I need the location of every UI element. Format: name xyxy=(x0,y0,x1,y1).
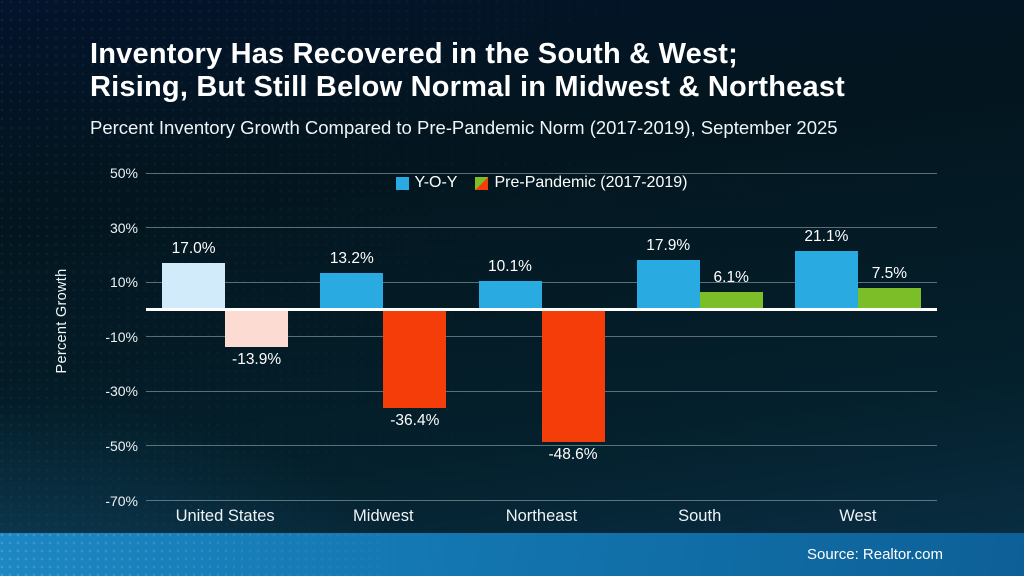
legend-item-prepandemic: Pre-Pandemic (2017-2019) xyxy=(475,174,687,192)
y-tick-label: 10% xyxy=(109,274,138,291)
legend-item-yoy: Y-O-Y xyxy=(395,174,458,192)
bar-yoy-northeast xyxy=(478,281,542,309)
legend-swatch-yoy-icon xyxy=(395,176,409,190)
x-axis-label-northeast: Northeast xyxy=(505,507,578,525)
gridline-50 xyxy=(146,172,937,174)
chart-subtitle: Percent Inventory Growth Compared to Pre… xyxy=(90,117,838,138)
footer-dot-texture xyxy=(0,533,1024,576)
y-tick-label: 30% xyxy=(109,219,138,236)
bar-prepandemic-south xyxy=(699,292,763,309)
bar-yoy-united-states xyxy=(162,262,226,309)
gridline-10 xyxy=(146,281,937,283)
bar-value-label: -36.4% xyxy=(390,412,440,430)
legend-swatch-prepandemic-icon xyxy=(475,176,489,190)
bar-prepandemic-midwest xyxy=(383,308,447,409)
x-axis-label-south: South xyxy=(678,507,722,525)
bar-yoy-south xyxy=(636,260,700,309)
y-tick-label: -50% xyxy=(105,437,138,454)
bar-yoy-west xyxy=(794,251,858,309)
bar-prepandemic-united-states xyxy=(225,308,289,347)
chart-legend: Y-O-Y Pre-Pandemic (2017-2019) xyxy=(146,172,937,194)
y-tick-label: -10% xyxy=(105,328,138,345)
bar-value-label: 21.1% xyxy=(804,228,849,246)
title-line-2: Rising, But Still Below Normal in Midwes… xyxy=(90,71,845,103)
bar-value-label: 13.2% xyxy=(329,249,374,267)
bar-value-label: 17.9% xyxy=(646,237,691,255)
y-tick-label: -30% xyxy=(105,383,138,400)
gridline-30 xyxy=(146,227,937,229)
x-axis-label-united-states: United States xyxy=(175,507,275,525)
x-axis-label-west: West xyxy=(839,507,877,525)
source-credit: Source: Realtor.com xyxy=(807,546,943,563)
title-line-1: Inventory Has Recovered in the South & W… xyxy=(90,38,739,70)
bar-value-label: 7.5% xyxy=(871,265,908,283)
bar-value-label: 17.0% xyxy=(171,239,216,257)
bar-value-label: 6.1% xyxy=(713,269,749,287)
legend-label-prepandemic: Pre-Pandemic (2017-2019) xyxy=(494,174,688,191)
gridline--70 xyxy=(146,500,937,501)
y-axis-title: Percent Growth xyxy=(54,268,70,374)
bar-value-label: 10.1% xyxy=(488,258,532,276)
footer-bar: Source: Realtor.com xyxy=(0,533,1024,576)
page-title: Inventory Has Recovered in the South & W… xyxy=(90,38,970,104)
bar-prepandemic-northeast xyxy=(541,308,605,442)
bar-value-label: -48.6% xyxy=(548,445,598,463)
y-tick-label: 50% xyxy=(109,165,138,181)
zero-axis-line xyxy=(146,307,937,311)
x-axis-label-midwest: Midwest xyxy=(353,507,414,525)
gridline--50 xyxy=(146,445,937,447)
bar-yoy-midwest xyxy=(320,272,384,309)
legend-label-yoy: Y-O-Y xyxy=(414,174,458,191)
bar-prepandemic-west xyxy=(857,288,921,309)
bar-value-label: -13.9% xyxy=(232,350,282,368)
y-tick-label: -70% xyxy=(105,492,138,509)
